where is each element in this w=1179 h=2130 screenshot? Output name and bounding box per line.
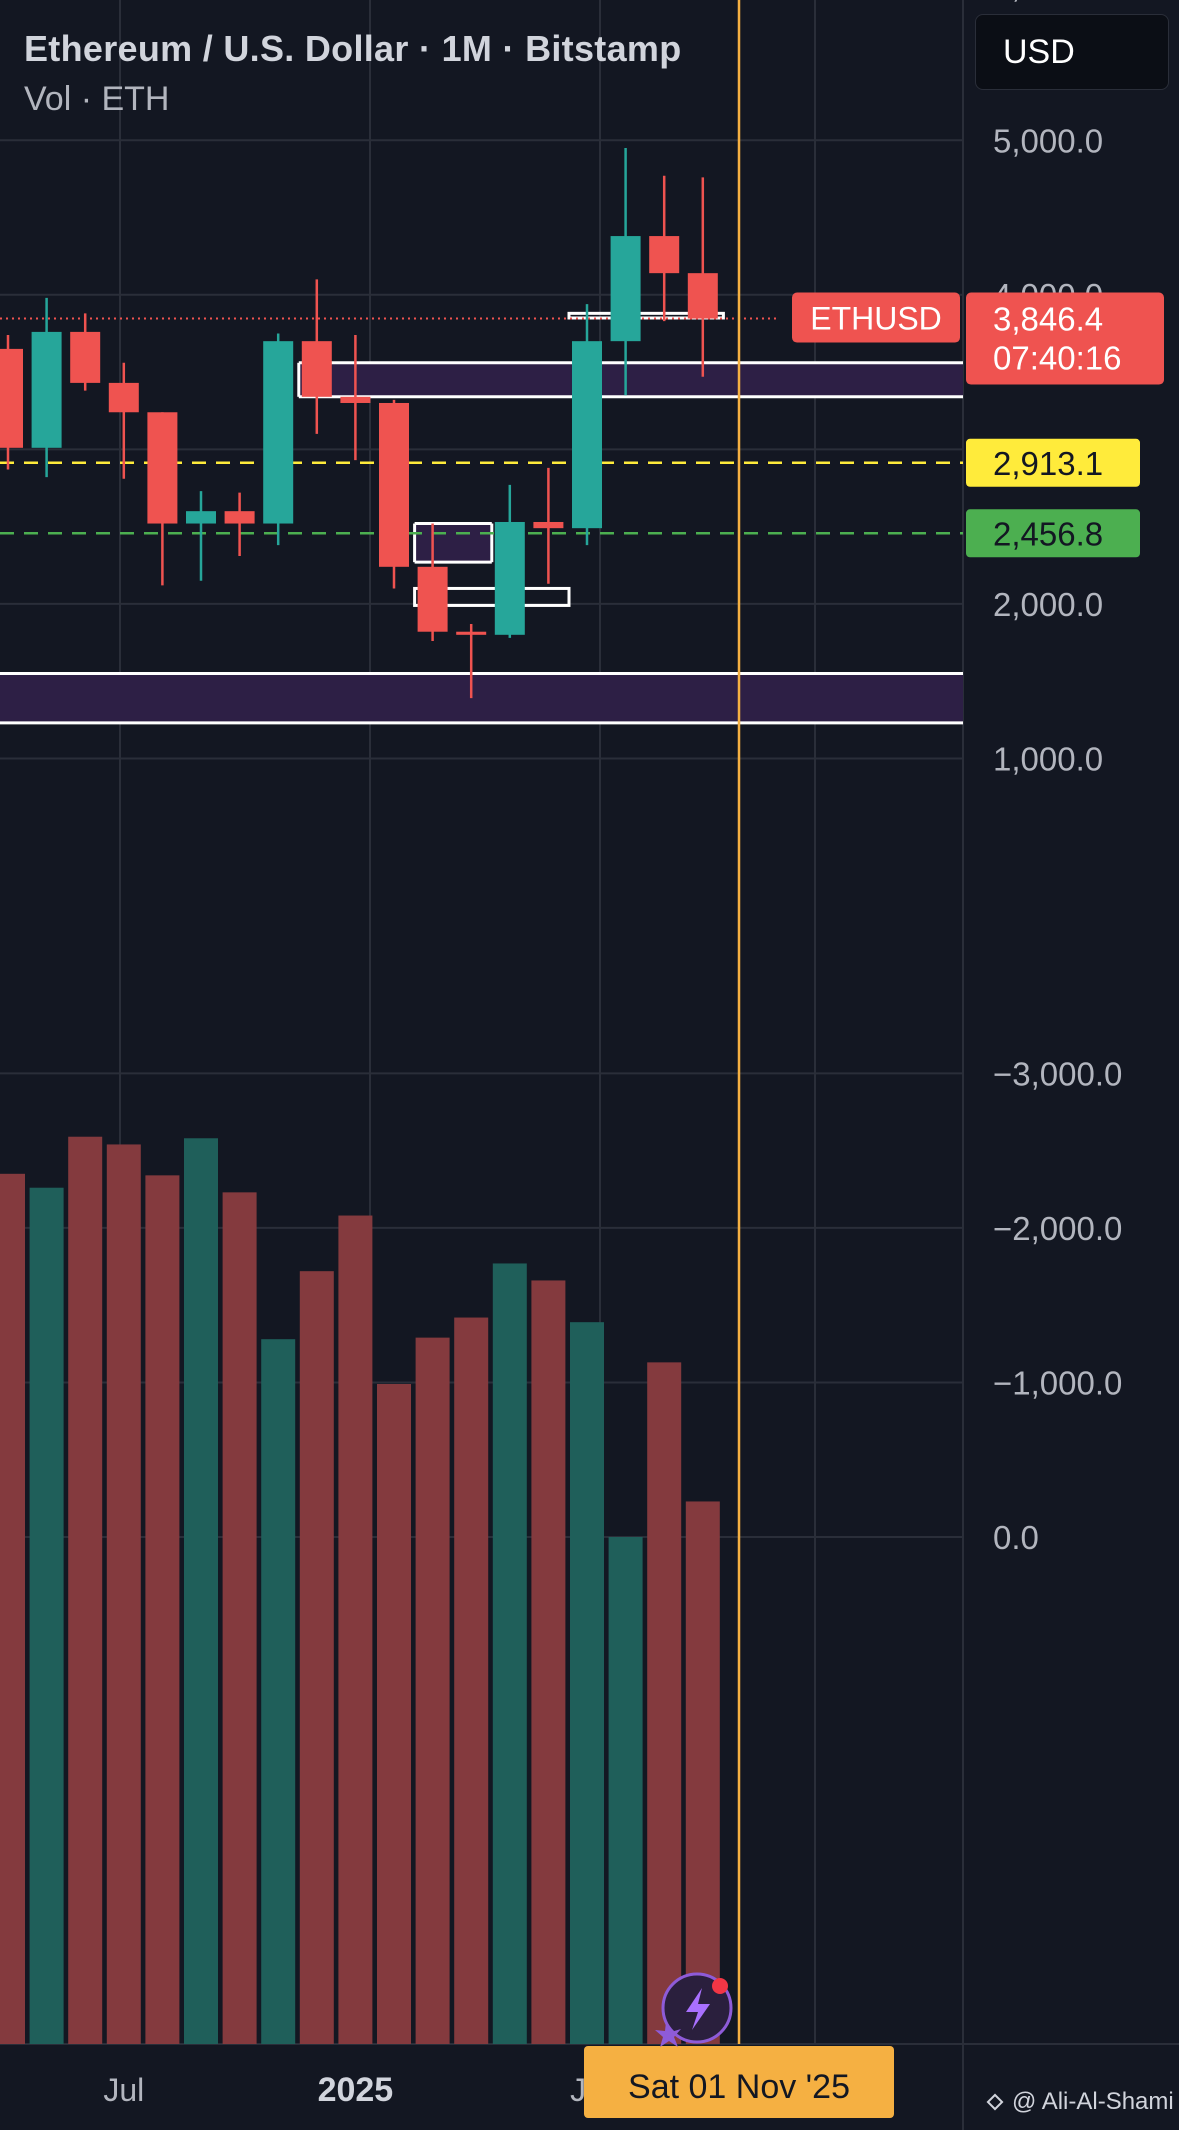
volume-bar[interactable] [29, 1187, 64, 2044]
price-axis-tick: 6,000.0 [993, 0, 1103, 5]
crosshair-date-tag [584, 2046, 894, 2118]
notification-dot [712, 1978, 728, 1994]
candle-body[interactable] [147, 412, 178, 524]
level-price-label: 2,913.1 [993, 445, 1103, 482]
volume-bar[interactable] [184, 1138, 218, 2044]
level-price-tag [966, 438, 1140, 487]
volume-bar[interactable] [145, 1175, 180, 2044]
lightning-icon [686, 1988, 710, 2030]
outlined-box[interactable] [567, 311, 725, 320]
candle-body[interactable] [379, 402, 409, 567]
demand-zone[interactable] [0, 673, 963, 723]
last-price-label: 3,846.4 [993, 301, 1103, 338]
volume-bar[interactable] [0, 1173, 25, 2044]
candle-body[interactable] [572, 341, 602, 529]
volume-axis-tick: 0.0 [993, 1519, 1039, 1556]
candle-body[interactable] [70, 331, 101, 383]
watermark-text: @ Ali-Al-Shami [1012, 2088, 1174, 2115]
outlined-box[interactable] [413, 586, 571, 607]
symbol-label: ETHUSD [810, 301, 942, 337]
sparkle-icon [655, 2022, 681, 2047]
time-axis-label: Jul [103, 2072, 144, 2108]
candle-body[interactable] [108, 382, 139, 413]
volume-bar[interactable] [415, 1337, 450, 2044]
candle-body[interactable] [456, 631, 487, 635]
lightning-button[interactable] [655, 1972, 733, 2047]
crosshair-date-label: Sat 01 Nov '25 [628, 2068, 850, 2106]
binance-diamond-icon [986, 2093, 1004, 2111]
price-axis-tick: 2,000.0 [993, 586, 1103, 623]
last-price-tag [966, 292, 1164, 385]
volume-bar[interactable] [68, 1136, 103, 2044]
candle-body[interactable] [340, 396, 371, 403]
volume-bar[interactable] [531, 1280, 566, 2044]
currency-button[interactable]: USD [975, 14, 1169, 90]
candle-body[interactable] [31, 331, 62, 448]
volume-bar[interactable] [454, 1317, 489, 2044]
candle-body[interactable] [224, 511, 255, 524]
candle-body[interactable] [263, 341, 294, 524]
volume-bar[interactable] [377, 1383, 411, 2044]
candle-body[interactable] [186, 511, 216, 524]
candle-body[interactable] [417, 566, 448, 632]
volume-axis-tick: −1,000.0 [993, 1364, 1122, 1401]
candle-body[interactable] [533, 521, 564, 529]
volume-legend: Vol · ETH [24, 80, 170, 118]
volume-axis-tick: −3,000.0 [993, 1055, 1122, 1092]
volume-axis-tick: −2,000.0 [993, 1210, 1122, 1247]
candle-body[interactable] [0, 348, 23, 448]
volume-bar[interactable] [608, 1537, 643, 2044]
demand-zone[interactable] [414, 523, 492, 563]
volume-bar[interactable] [222, 1192, 257, 2044]
level-price-label: 2,456.8 [993, 515, 1103, 552]
candle-countdown: 07:40:16 [993, 340, 1121, 377]
symbol-tag[interactable] [792, 292, 960, 343]
volume-bar[interactable] [338, 1215, 373, 2044]
chart-title: Ethereum / U.S. Dollar · 1M · Bitstamp [24, 28, 682, 69]
price-axis-tick: 1,000.0 [993, 740, 1103, 777]
author-watermark: @ Ali-Al-Shami [984, 2088, 1174, 2116]
candle-body[interactable] [610, 236, 641, 342]
volume-bar[interactable] [647, 1362, 682, 2044]
candle-body[interactable] [687, 273, 718, 319]
volume-bar[interactable] [261, 1339, 296, 2044]
volume-bar[interactable] [570, 1322, 604, 2044]
volume-bar[interactable] [492, 1263, 527, 2044]
candle-body[interactable] [301, 341, 332, 397]
candle-body[interactable] [649, 236, 680, 274]
volume-bar[interactable] [685, 1501, 720, 2044]
price-axis-tick: 5,000.0 [993, 122, 1103, 159]
candle-body[interactable] [494, 521, 525, 635]
time-axis-label: 2025 [318, 2071, 394, 2109]
volume-bar[interactable] [106, 1144, 141, 2044]
level-price-tag [966, 509, 1140, 558]
demand-zone[interactable] [298, 362, 963, 397]
volume-bar[interactable] [299, 1271, 334, 2044]
